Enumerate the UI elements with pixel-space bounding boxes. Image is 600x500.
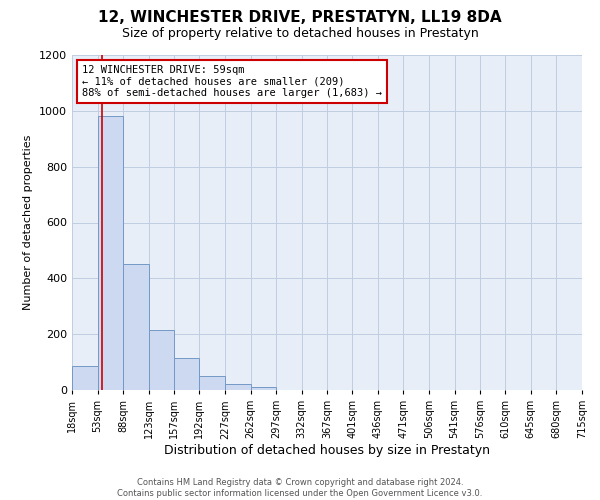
Bar: [225, 384, 251, 390]
X-axis label: Distribution of detached houses by size in Prestatyn: Distribution of detached houses by size …: [164, 444, 490, 457]
Bar: [174, 358, 199, 390]
Bar: [98, 116, 123, 390]
Y-axis label: Number of detached properties: Number of detached properties: [23, 135, 34, 310]
Bar: [251, 386, 276, 390]
Text: Size of property relative to detached houses in Prestatyn: Size of property relative to detached ho…: [122, 28, 478, 40]
Text: Contains HM Land Registry data © Crown copyright and database right 2024.
Contai: Contains HM Land Registry data © Crown c…: [118, 478, 482, 498]
Text: 12, WINCHESTER DRIVE, PRESTATYN, LL19 8DA: 12, WINCHESTER DRIVE, PRESTATYN, LL19 8D…: [98, 10, 502, 25]
Bar: [72, 366, 98, 390]
Bar: [149, 330, 174, 390]
Bar: [123, 264, 149, 390]
Bar: [199, 376, 225, 390]
Text: 12 WINCHESTER DRIVE: 59sqm
← 11% of detached houses are smaller (209)
88% of sem: 12 WINCHESTER DRIVE: 59sqm ← 11% of deta…: [82, 65, 382, 98]
